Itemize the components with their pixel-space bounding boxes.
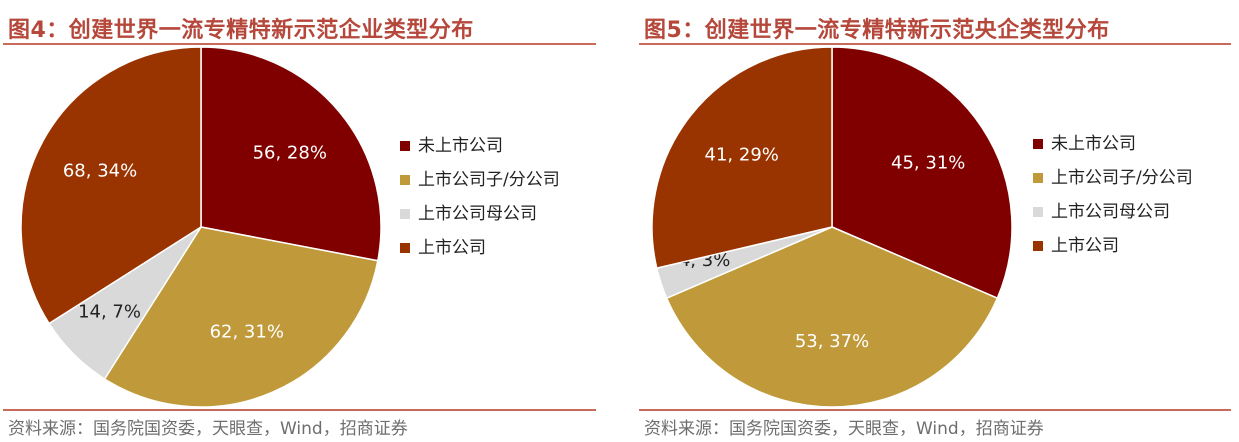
legend-item: 上市公司母公司 bbox=[400, 197, 560, 231]
pie-slice bbox=[200, 46, 382, 262]
legend-swatch bbox=[400, 209, 410, 219]
legend-item: 未上市公司 bbox=[400, 129, 560, 163]
pie-data-label: 41, 29% bbox=[705, 144, 779, 165]
pie-data-label: 45, 31% bbox=[891, 153, 965, 174]
legend-swatch bbox=[1033, 173, 1043, 183]
source-divider bbox=[3, 409, 596, 411]
pie-chart: 56, 28% 62, 31% 14, 7% 68, 34% bbox=[20, 46, 382, 408]
pie-slice bbox=[20, 46, 202, 325]
legend-swatch bbox=[1033, 139, 1043, 149]
legend-item: 上市公司母公司 bbox=[1033, 195, 1193, 229]
chart-title: 图4：创建世界一流专精特新示范企业类型分布 bbox=[8, 18, 474, 43]
pie-data-label: 62, 31% bbox=[210, 322, 284, 343]
pie-slice bbox=[651, 46, 833, 270]
legend-label: 未上市公司 bbox=[418, 136, 503, 156]
legend-swatch bbox=[400, 175, 410, 185]
legend-item: 上市公司子/分公司 bbox=[400, 163, 560, 197]
chart-legend: 未上市公司 上市公司子/分公司 上市公司母公司 上市公司 bbox=[400, 129, 560, 265]
legend-label: 上市公司 bbox=[1051, 236, 1119, 256]
pie-slice bbox=[831, 46, 1013, 300]
pie-data-label: 14, 7% bbox=[78, 301, 141, 322]
pie-data-label: 56, 28% bbox=[253, 143, 327, 164]
legend-swatch bbox=[400, 243, 410, 253]
pie-data-label: 53, 37% bbox=[795, 331, 869, 352]
legend-label: 未上市公司 bbox=[1051, 134, 1136, 154]
legend-swatch bbox=[400, 141, 410, 151]
legend-item: 上市公司 bbox=[1033, 229, 1193, 263]
legend-item: 上市公司 bbox=[400, 231, 560, 265]
title-divider bbox=[639, 43, 1231, 45]
legend-item: 上市公司子/分公司 bbox=[1033, 161, 1193, 195]
pie-chart: 45, 31%53, 37%4, 3%41, 29% bbox=[651, 46, 1013, 408]
chart-panel-1: 图4：创建世界一流专精特新示范企业类型分布 56, 28% 62, 31% 14, … bbox=[0, 0, 610, 442]
source-note: 资料来源：国务院国资委，天眼查，Wind，招商证券 bbox=[8, 419, 408, 439]
pie-data-label: 68, 34% bbox=[63, 161, 137, 182]
source-divider bbox=[639, 409, 1231, 411]
source-note: 资料来源：国务院国资委，天眼查，Wind，招商证券 bbox=[644, 419, 1044, 439]
title-divider bbox=[3, 43, 596, 45]
legend-label: 上市公司 bbox=[418, 238, 486, 258]
pie-slice bbox=[665, 226, 999, 408]
chart-legend: 未上市公司 上市公司子/分公司 上市公司母公司 上市公司 bbox=[1033, 127, 1193, 263]
legend-label: 上市公司子/分公司 bbox=[418, 170, 560, 190]
legend-label: 上市公司母公司 bbox=[418, 204, 537, 224]
chart-title: 图5：创建世界一流专精特新示范央企类型分布 bbox=[644, 18, 1110, 43]
legend-item: 未上市公司 bbox=[1033, 127, 1193, 161]
legend-label: 上市公司子/分公司 bbox=[1051, 168, 1193, 188]
legend-label: 上市公司母公司 bbox=[1051, 202, 1170, 222]
chart-panel-2: 图5：创建世界一流专精特新示范央企类型分布 45, 31% 53, 37% 4, 3… bbox=[636, 0, 1239, 442]
legend-swatch bbox=[1033, 207, 1043, 217]
legend-swatch bbox=[1033, 241, 1043, 251]
